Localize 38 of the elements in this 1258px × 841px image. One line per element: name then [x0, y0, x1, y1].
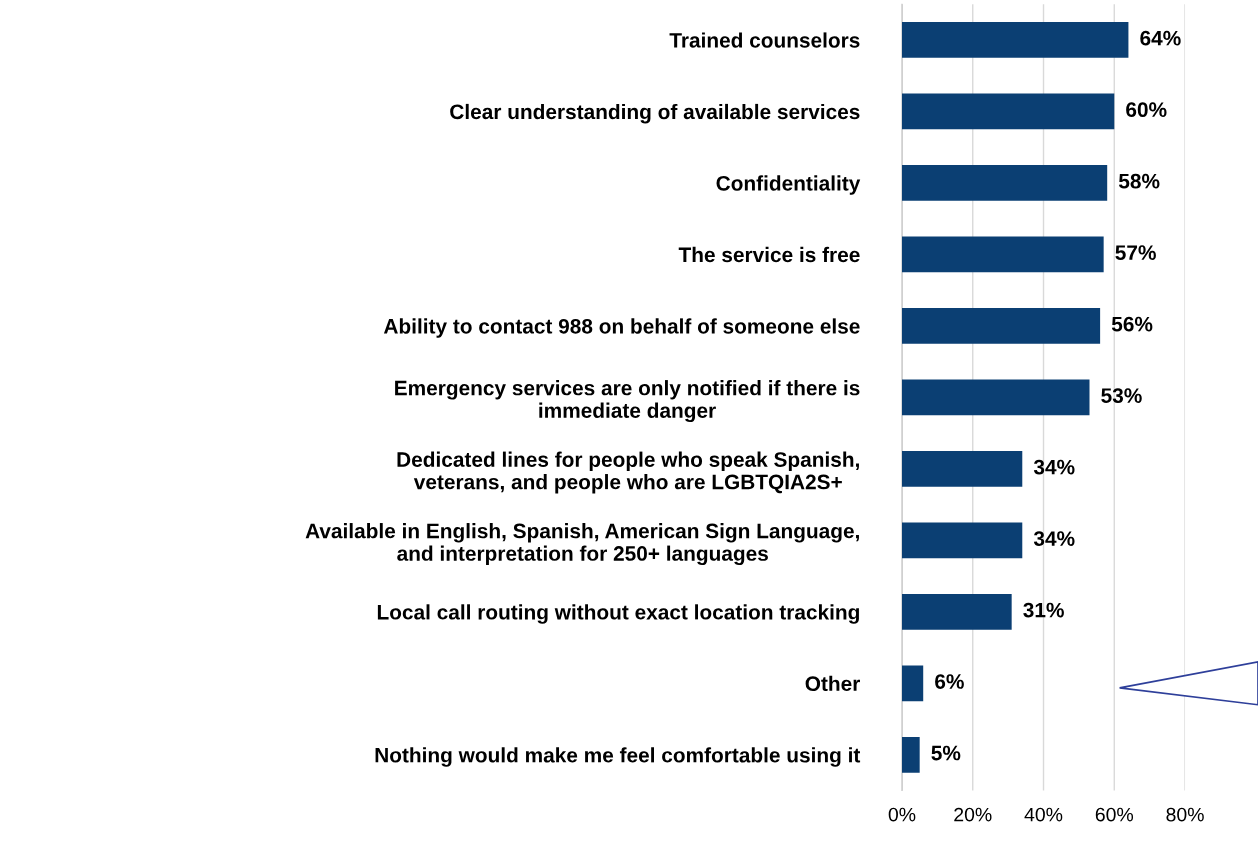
data-label: 64% — [1140, 30, 1181, 46]
y-tick-label: Clear understanding of available services — [450, 103, 860, 124]
data-label: 57% — [1115, 245, 1156, 260]
bar — [901, 308, 1101, 344]
bar — [901, 736, 920, 773]
y-tick-label: Dedicated lines for people who speak Spanish, veterans, and people who are LGBTQIA2S+ — [397, 451, 859, 494]
y-tick-label: Nothing would make me feel comfortable using it — [375, 747, 861, 767]
y-tick-label: Trained counselors — [669, 32, 860, 48]
x-tick-label: 0% — [888, 807, 916, 822]
bar — [901, 450, 1023, 487]
data-label: 6% — [935, 674, 964, 689]
bar — [901, 165, 1108, 201]
bar — [901, 379, 1090, 416]
bar — [901, 522, 1023, 559]
y-tick-label: Ability to contact 988 on behalf of someone else — [383, 318, 860, 338]
data-label: 60% — [1126, 102, 1167, 118]
data-label: 5% — [931, 745, 961, 761]
bar — [901, 93, 1115, 130]
data-label: 31% — [1023, 602, 1064, 618]
y-tick-label: Other — [805, 675, 861, 692]
bar — [901, 22, 1129, 58]
data-label: 53% — [1101, 388, 1142, 403]
y-tick-label: Confidentiality — [716, 175, 861, 195]
bar — [901, 593, 1012, 630]
y-tick-label: The service is free — [678, 246, 860, 263]
bar — [901, 236, 1104, 273]
x-tick-label: 40% — [1024, 807, 1063, 822]
y-tick-label: Emergency services are only notified if there is immediate danger — [395, 380, 860, 423]
y-tick-label: Local call routing without exact location tracking — [377, 604, 859, 624]
data-label: 34% — [1033, 459, 1075, 475]
data-label: 34% — [1033, 531, 1075, 546]
data-label: 56% — [1111, 316, 1153, 332]
y-tick-label: Available in English, Spanish, American Sign Language, and interpretation for 250+ languages — [305, 523, 859, 566]
x-tick-label: 60% — [1095, 807, 1134, 822]
x-tick-label: 20% — [954, 807, 992, 822]
x-tick-label: 80% — [1166, 807, 1204, 822]
bar — [901, 665, 924, 702]
data-label: 58% — [1118, 173, 1160, 189]
